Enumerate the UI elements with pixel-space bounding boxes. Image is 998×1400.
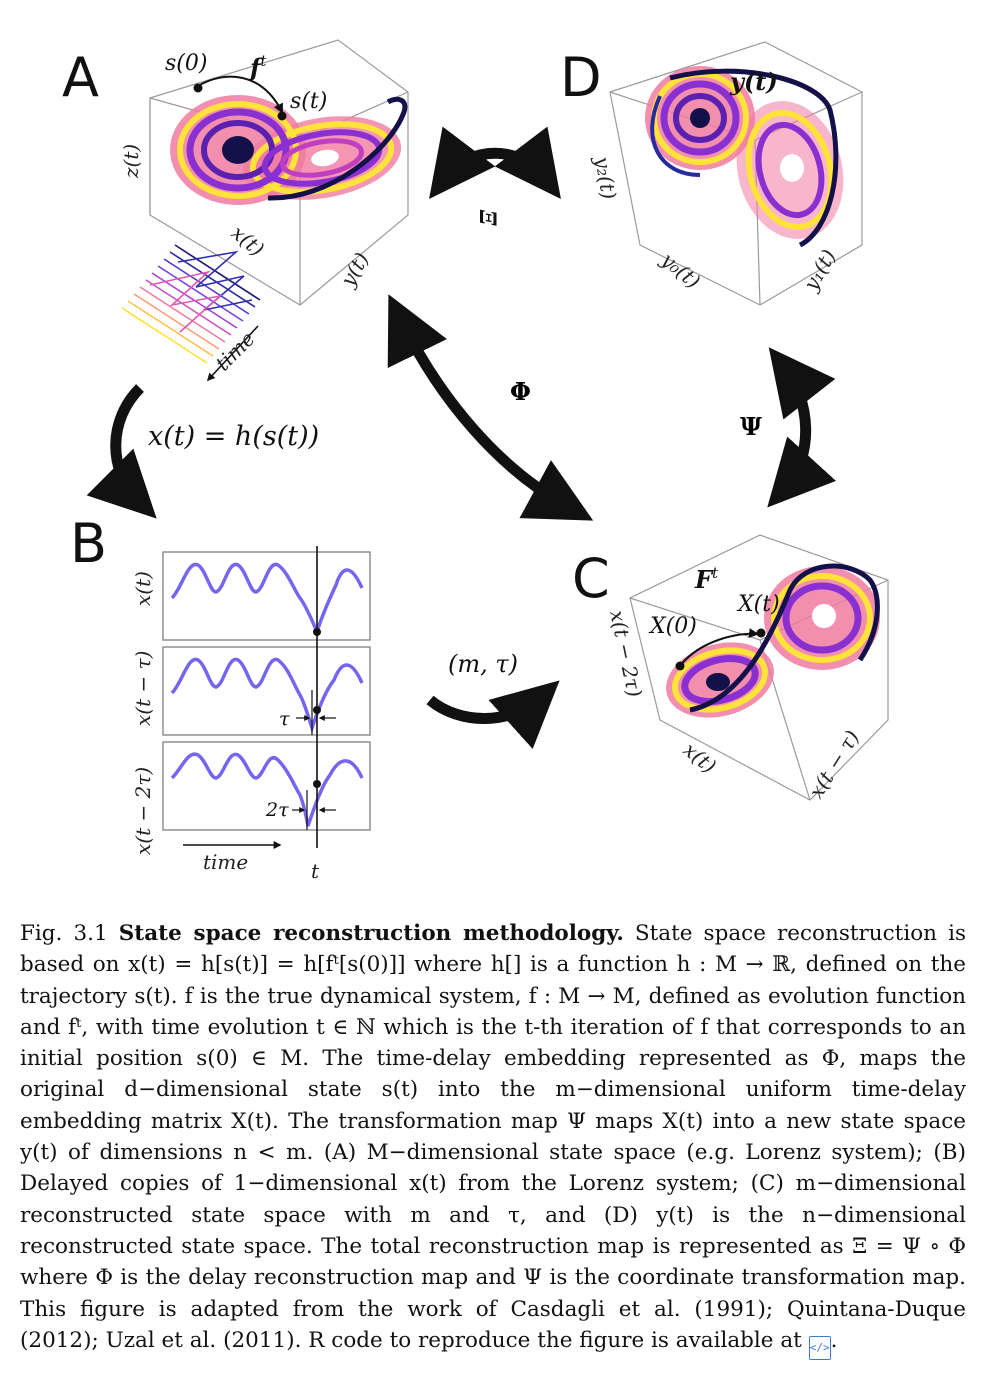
s0-point [193, 83, 203, 93]
axis-label-z: z(t) [119, 144, 143, 179]
ylabel-row-1: x(t) [131, 571, 155, 606]
axis-label-y2: y₂(t) [590, 154, 621, 201]
lorenz-attractor-d [645, 66, 844, 248]
label-phi: Φ [510, 377, 531, 406]
panel-letter-a: A [62, 46, 99, 109]
lorenz-attractor-a [170, 95, 408, 205]
st-point [277, 111, 287, 121]
panel-a: A s(0) ft s(t) z(t) x(t) y(t [62, 39, 409, 382]
label-ft: ft [248, 52, 267, 82]
signal-row-1 [170, 562, 364, 638]
arrow-psi: Ψ [740, 347, 837, 508]
arrow-xi: Ξ [429, 126, 561, 226]
Xt-point [756, 628, 766, 638]
X0-point [675, 661, 685, 671]
label-st: s(t) [290, 89, 327, 114]
label-psi: Ψ [740, 412, 762, 441]
panel-letter-b: B [70, 512, 107, 575]
label-xi: Ξ [474, 209, 500, 226]
arrow-phi: Φ [387, 294, 594, 521]
Ft-arrow [679, 628, 759, 667]
signal-row-3 [170, 752, 364, 827]
label-shift-tau: τ [279, 708, 290, 730]
panel-b: B τ 2τ x(t) x(t − τ) x(t − 2τ) time t [70, 512, 371, 883]
panel-letter-c: C [572, 547, 610, 610]
label-Ft: Ft [694, 564, 719, 594]
label-s0: s(0) [165, 51, 207, 76]
label-Xt: X(t) [736, 592, 780, 617]
arrow-m-tau: (m, τ) [426, 650, 560, 750]
ylabel-row-3: x(t − 2τ) [131, 767, 155, 855]
caption-suffix: . [830, 1327, 838, 1353]
label-h-map: x(t) = h(s(t)) [148, 421, 319, 452]
axis-label-y0: y₀(t) [656, 247, 705, 294]
axis-label-y1: y₁(t) [798, 245, 841, 295]
label-t: t [311, 859, 320, 883]
caption-title: State space reconstruction methodology. [118, 921, 624, 946]
axis-label-c-y: x(t − τ) [804, 726, 864, 803]
label-shift-2tau: 2τ [265, 799, 289, 821]
signal-box-3 [162, 741, 371, 831]
ft-arrow [197, 75, 283, 114]
signal-box-2 [162, 646, 371, 736]
label-m-tau: (m, τ) [448, 650, 518, 678]
caption-prefix: Fig. 3.1 [20, 921, 108, 946]
time-arrow [206, 325, 259, 382]
time-series-fan [121, 244, 261, 364]
lorenz-attractor-c [666, 563, 880, 718]
axis-label-y: y(t) [335, 248, 374, 291]
axis-label-c-z: x(t − 2τ) [605, 608, 647, 699]
label-X0: X(0) [648, 614, 697, 639]
axis-label-c-x: x(t) [679, 737, 721, 778]
panel-letter-d: D [560, 46, 602, 109]
arrow-h-map: x(t) = h(s(t)) [86, 384, 319, 519]
figure: A s(0) ft s(t) z(t) x(t) y(t [62, 39, 889, 883]
panel-c: C Ft X(0) X(t) x(t − 2τ) x(t) x(t − τ) [572, 534, 889, 803]
signal-row-2 [170, 657, 364, 734]
code-file-icon[interactable]: </> [808, 1335, 831, 1360]
signal-box-1 [162, 551, 371, 641]
figure-caption: Fig. 3.1 State space reconstruction meth… [20, 918, 966, 1360]
panel-d: D y(t) y₂(t) y₀(t) y₁(t) [560, 41, 863, 306]
label-yt: y(t) [729, 67, 778, 96]
ylabel-row-2: x(t − τ) [131, 651, 155, 726]
xlabel-time-b: time [203, 850, 248, 874]
caption-body: State space reconstruction is based on x… [20, 921, 966, 1353]
